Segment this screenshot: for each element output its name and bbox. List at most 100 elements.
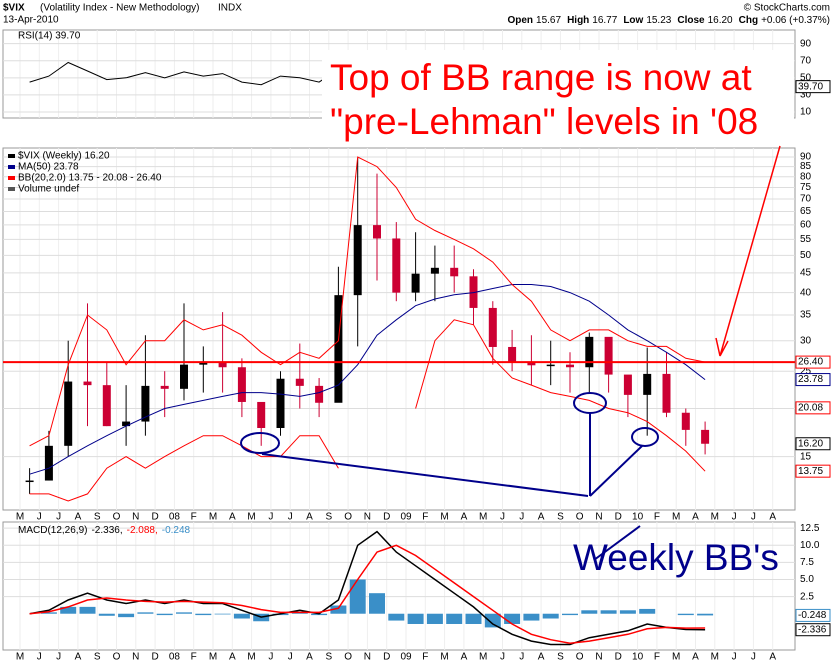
histogram-bar xyxy=(137,612,154,614)
candle-body xyxy=(25,480,34,483)
x-tick-label: D xyxy=(615,512,622,523)
x-tick-label: J xyxy=(37,652,42,663)
x-tick-label: O xyxy=(344,652,352,663)
x-tick-label: J xyxy=(288,512,293,523)
y-tick-label: 90 xyxy=(800,38,812,49)
x-tick-label: M xyxy=(711,652,719,663)
y-tick-label: 40 xyxy=(800,287,812,298)
histogram-bar xyxy=(349,579,366,614)
x-tick-label: A xyxy=(769,512,776,523)
legend-swatch xyxy=(8,176,15,180)
y-tick-label: 10.0 xyxy=(800,540,820,551)
x-tick-label: A xyxy=(75,652,82,663)
y-tick-label: 50 xyxy=(800,72,812,83)
x-tick-label: A xyxy=(75,512,82,523)
candle-body xyxy=(237,367,246,402)
histogram-bar xyxy=(214,613,231,615)
y-tick-label: 55 xyxy=(800,234,812,245)
x-tick-label: A xyxy=(692,512,699,523)
x-tick-label: 08 xyxy=(169,512,181,523)
x-tick-label: M xyxy=(16,512,24,523)
value-tag xyxy=(795,401,831,415)
x-tick-label: J xyxy=(56,512,61,523)
x-tick-label: M xyxy=(479,652,487,663)
x-tick-label: J xyxy=(751,512,756,523)
candle-body xyxy=(295,378,304,386)
x-tick-label: 09 xyxy=(400,512,412,523)
panel xyxy=(2,521,796,651)
y-tick-label: 35 xyxy=(800,310,812,321)
candle-body xyxy=(315,385,324,403)
x-tick-label: A xyxy=(306,652,313,663)
date: 13-Apr-2010 xyxy=(3,15,59,26)
value-tag-label: 23.78 xyxy=(798,374,823,385)
y-tick-label: 30 xyxy=(800,335,812,346)
y-tick-label: 85 xyxy=(800,161,812,172)
candle-body xyxy=(102,385,111,427)
legend-value: -2.336, xyxy=(91,525,122,536)
index-name: (Volatility Index - New Methodology) xyxy=(40,3,200,14)
x-tick-label: M xyxy=(247,652,255,663)
x-tick-label: F xyxy=(191,652,197,663)
candle-body xyxy=(488,307,497,347)
quote-label: Low xyxy=(623,15,643,26)
histogram-bar xyxy=(504,613,521,624)
x-tick-label: D xyxy=(151,512,158,523)
candle-body xyxy=(701,429,710,444)
legend: Volume undef xyxy=(18,184,79,195)
y-tick-label: 90 xyxy=(800,152,812,163)
x-tick-label: A xyxy=(461,652,468,663)
ma-line xyxy=(29,284,706,475)
x-tick-label: J xyxy=(519,652,524,663)
candle-body xyxy=(64,381,73,446)
histogram-bar xyxy=(233,613,250,619)
histogram-bar xyxy=(600,610,617,614)
quote-value: 16.20 xyxy=(708,15,733,26)
value-tag xyxy=(795,80,831,94)
y-tick-label: 2.5 xyxy=(800,591,814,602)
annotation-line xyxy=(261,453,589,497)
quote-label: Close xyxy=(677,15,705,26)
value-tag-label: -0.248 xyxy=(798,610,827,621)
candle-body xyxy=(604,336,613,375)
histogram-bar xyxy=(60,606,77,614)
x-tick-label: S xyxy=(325,512,332,523)
y-tick-label: 10 xyxy=(800,107,812,118)
y-tick-label: 5.0 xyxy=(800,574,814,585)
candle-body xyxy=(334,295,343,403)
histogram-bar xyxy=(484,613,501,628)
candle-body xyxy=(180,364,188,389)
x-tick-label: F xyxy=(191,512,197,523)
candle-body xyxy=(662,373,671,413)
x-tick-label: A xyxy=(538,652,545,663)
x-tick-label: M xyxy=(209,512,217,523)
quote-value: 15.23 xyxy=(646,15,671,26)
candle-body xyxy=(257,401,266,429)
x-tick-label: J xyxy=(268,512,273,523)
histogram-bar xyxy=(176,612,192,614)
candle-body xyxy=(430,267,439,274)
x-tick-label: M xyxy=(16,652,24,663)
x-tick-label: M xyxy=(209,652,217,663)
candle-body xyxy=(566,364,574,368)
value-tag xyxy=(795,608,831,622)
legend-value: -2.088, xyxy=(127,525,158,536)
histogram-bar xyxy=(581,610,598,614)
x-tick-label: O xyxy=(576,512,584,523)
quote-value: 15.67 xyxy=(536,15,561,26)
x-tick-label: 10 xyxy=(632,652,644,663)
y-tick-label: 15 xyxy=(800,451,812,462)
candle-body xyxy=(508,346,517,363)
x-tick-label: 10 xyxy=(632,512,644,523)
histogram-bar xyxy=(330,605,347,614)
y-tick-label: 70 xyxy=(800,194,812,205)
x-tick-label: M xyxy=(440,652,448,663)
y-tick-label: 80 xyxy=(800,171,812,182)
x-tick-label: N xyxy=(132,512,139,523)
x-tick-label: N xyxy=(364,652,371,663)
x-tick-label: O xyxy=(113,652,121,663)
x-tick-label: A xyxy=(769,652,776,663)
annotation-ellipse xyxy=(631,427,659,447)
exchange: INDX xyxy=(218,3,242,14)
legend: MA(50) 23.78 xyxy=(18,162,79,173)
